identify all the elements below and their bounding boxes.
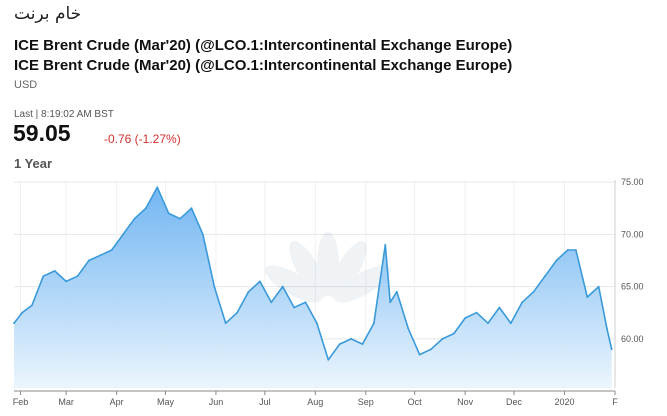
price-data-point (13, 322, 15, 325)
price-line (13, 186, 613, 361)
nbc-peacock-watermark-icon (265, 232, 391, 303)
x-tick-label: 2020 (554, 397, 574, 407)
price-data-point (575, 249, 577, 251)
price-data-point (606, 327, 608, 330)
instrument-name: ICE Brent Crude (Mar'20) (@LCO.1:Interco… (14, 37, 513, 54)
price-data-point (31, 304, 33, 307)
price-data-point (110, 249, 113, 251)
last-update-time: Last | 8:19:02 AM BST (14, 109, 114, 120)
x-tick-label: Aug (307, 397, 323, 407)
price-chart: 75.00 70.00 65.00 60.00 Feb Mar Apr May Jun Jul Au… (0, 172, 667, 416)
price-data-point (42, 275, 45, 278)
price-change: -0.76 (-1.27%) (104, 132, 181, 146)
price-data-point (202, 233, 204, 236)
price-data-point (236, 311, 239, 314)
price-data-point (281, 285, 284, 288)
price-data-point (338, 343, 341, 345)
y-tick-label: 65.00 (621, 282, 644, 292)
price-data-point (21, 311, 23, 314)
price-data-point (475, 311, 478, 314)
price-data-point (327, 358, 330, 361)
price-data-point (597, 285, 600, 288)
x-tick-label: Oct (408, 397, 423, 407)
price-data-point (521, 301, 524, 304)
price-data-point (293, 306, 295, 309)
price-data-point (53, 270, 56, 272)
price-data-point (441, 338, 444, 340)
x-tick-label: May (157, 397, 175, 407)
price-data-point (304, 301, 307, 304)
price-area-fill (14, 187, 612, 388)
x-tick-label: Apr (110, 397, 124, 407)
price-data-point (566, 249, 569, 251)
price-data-point (133, 217, 136, 220)
price-data-point (224, 322, 227, 325)
y-tick-label: 60.00 (621, 334, 644, 344)
price-data-point (361, 343, 364, 345)
price-data-point (395, 290, 398, 293)
x-tick-label: Jun (209, 397, 224, 407)
price-data-point (99, 254, 102, 257)
price-data-point (498, 306, 501, 309)
price-data-point (555, 259, 558, 262)
price-data-point (418, 353, 421, 356)
price-data-point (167, 212, 170, 215)
price-data-point (270, 301, 273, 304)
x-tick-label: Mar (58, 397, 74, 407)
instrument-name-repeat: ICE Brent Crude (Mar'20) (@LCO.1:Interco… (14, 57, 513, 74)
price-data-point (88, 259, 90, 262)
price-data-point (544, 275, 546, 278)
price-data-point (389, 301, 392, 304)
price-data-point (610, 348, 613, 351)
x-tick-label: Jul (259, 397, 271, 407)
price-data-point (452, 332, 455, 335)
y-tick-label: 75.00 (621, 177, 644, 187)
price-data-point (509, 322, 512, 325)
x-tick-label: Feb (13, 397, 29, 407)
x-tick-label: Sep (358, 397, 374, 407)
x-tick-label: Nov (457, 397, 474, 407)
price-data-point (122, 233, 124, 236)
price-data-point (213, 285, 216, 288)
last-price: 59.05 (13, 120, 71, 146)
price-data-point (350, 338, 352, 340)
price-data-point (464, 317, 467, 319)
x-tick-label: Dec (506, 397, 523, 407)
price-data-point (373, 322, 375, 325)
y-tick-label: 70.00 (621, 229, 644, 239)
price-data-point (65, 280, 67, 283)
price-data-point (407, 327, 410, 330)
price-data-point (259, 280, 261, 283)
price-data-point (316, 322, 318, 325)
price-chart-svg: 75.00 70.00 65.00 60.00 Feb Mar Apr May Jun Jul Au… (13, 177, 644, 407)
price-data-point (156, 186, 159, 189)
price-data-point (247, 290, 250, 293)
price-data-point (179, 217, 182, 220)
price-data-point (487, 322, 489, 325)
price-data-point (384, 243, 387, 246)
price-data-point (76, 275, 79, 278)
price-data-point (532, 290, 535, 293)
price-data-point (586, 296, 589, 298)
arabic-title: خام برنت (14, 4, 82, 24)
price-data-point (190, 207, 193, 210)
price-data-point (430, 348, 432, 351)
x-tick-label: F (612, 397, 618, 407)
price-data-point (145, 207, 147, 210)
currency-label: USD (14, 79, 38, 91)
time-range-label: 1 Year (14, 156, 53, 171)
